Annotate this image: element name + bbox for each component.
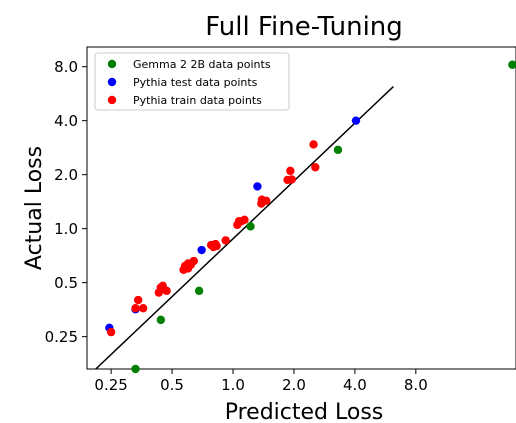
data-point — [262, 196, 271, 205]
data-point — [351, 116, 361, 125]
legend-marker — [107, 59, 117, 69]
legend-label: Pythia train data points — [133, 94, 262, 107]
data-point — [287, 175, 296, 184]
data-point — [221, 236, 230, 245]
legend-label: Pythia test data points — [133, 76, 258, 89]
y-tick-label: 8.0 — [54, 58, 78, 76]
data-point — [194, 286, 204, 296]
data-point — [106, 327, 116, 337]
y-tick-label: 4.0 — [54, 112, 78, 130]
y-tick-label: 2.0 — [54, 166, 78, 184]
fit-line — [95, 85, 394, 370]
x-axis-ticks: 0.25 0.5 1.0 2.0 4.0 8.0 — [94, 369, 428, 394]
data-point — [508, 60, 516, 69]
legend-frame — [94, 52, 290, 111]
data-point — [131, 304, 140, 313]
data-point — [309, 140, 318, 149]
data-point — [212, 241, 221, 251]
series-3 — [106, 140, 320, 337]
x-tick-label: 1.0 — [221, 376, 245, 394]
series-1 — [131, 60, 516, 374]
data-point — [133, 295, 143, 305]
data-point — [156, 315, 166, 325]
data-points — [105, 60, 516, 374]
chart-title: Full Fine-Tuning — [205, 12, 403, 42]
data-point — [240, 215, 249, 225]
x-axis-label: Predicted Loss — [225, 400, 384, 423]
data-point — [311, 163, 320, 172]
y-tick-label: 0.25 — [45, 328, 78, 346]
data-point — [138, 304, 148, 313]
data-point — [246, 222, 255, 231]
x-tick-label: 8.0 — [404, 376, 428, 394]
y-axis-label: Actual Loss — [22, 146, 47, 270]
x-tick-label: 2.0 — [282, 376, 306, 394]
legend-marker — [107, 77, 117, 87]
data-point — [131, 364, 140, 374]
y-tick-label: 0.5 — [54, 274, 78, 292]
x-tick-label: 0.5 — [160, 376, 184, 394]
y-tick-label: 1.0 — [54, 220, 78, 238]
data-point — [162, 286, 171, 296]
legend: Gemma 2 2B data points Pythia test data p… — [94, 52, 290, 111]
data-point — [333, 145, 343, 155]
y-axis-ticks: 0.25 0.5 1.0 2.0 4.0 8.0 — [45, 58, 87, 346]
data-point — [189, 256, 198, 266]
x-tick-label: 4.0 — [343, 376, 367, 394]
data-point — [253, 182, 262, 191]
data-point — [197, 245, 206, 255]
legend-label: Gemma 2 2B data points — [133, 58, 271, 71]
x-tick-label: 0.25 — [94, 376, 127, 394]
legend-marker — [107, 95, 117, 105]
data-point — [286, 166, 295, 176]
